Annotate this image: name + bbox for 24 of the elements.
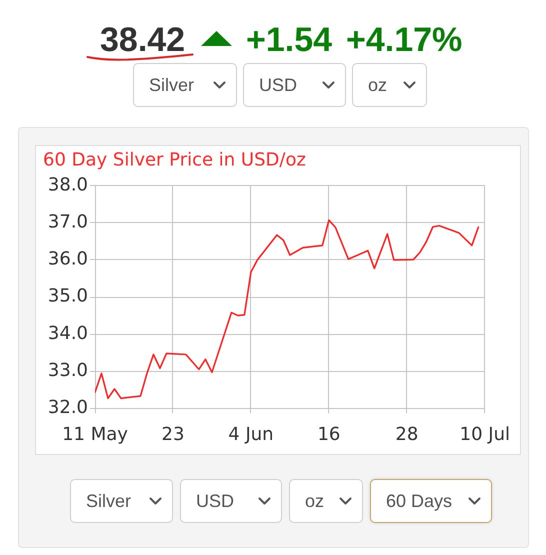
y-tick-label: 38.0 xyxy=(48,174,88,196)
dropdown: 60 Days xyxy=(370,479,492,523)
x-tick-label: 10 Jul xyxy=(460,424,510,445)
chart-title: 60 Day Silver Price in USD/oz xyxy=(43,149,306,170)
y-tick-label: 34.0 xyxy=(48,322,88,344)
text: 38.42 xyxy=(100,20,186,60)
text: +4.17% xyxy=(346,20,462,60)
y-tick-label: 36.0 xyxy=(48,248,88,270)
x-tick-label: 4 Jun xyxy=(228,424,274,445)
dropdown: Silver xyxy=(70,479,173,523)
dropdown: USD xyxy=(180,479,282,523)
dropdown: oz xyxy=(289,479,363,523)
dropdown: oz xyxy=(352,63,427,107)
dropdown: USD xyxy=(243,63,346,107)
x-tick-label: 23 xyxy=(162,424,184,445)
y-tick-label: 33.0 xyxy=(48,360,88,381)
x-tick-label: 11 May xyxy=(62,424,128,445)
x-tick-label: 16 xyxy=(317,424,340,445)
dropdown: Silver xyxy=(133,63,237,107)
x-tick-label: 28 xyxy=(395,424,418,445)
y-tick-label: 37.0 xyxy=(48,211,88,232)
text: +1.54 xyxy=(246,20,332,60)
y-tick-label: 32.0 xyxy=(48,396,88,418)
y-tick-label: 35.0 xyxy=(48,286,88,307)
